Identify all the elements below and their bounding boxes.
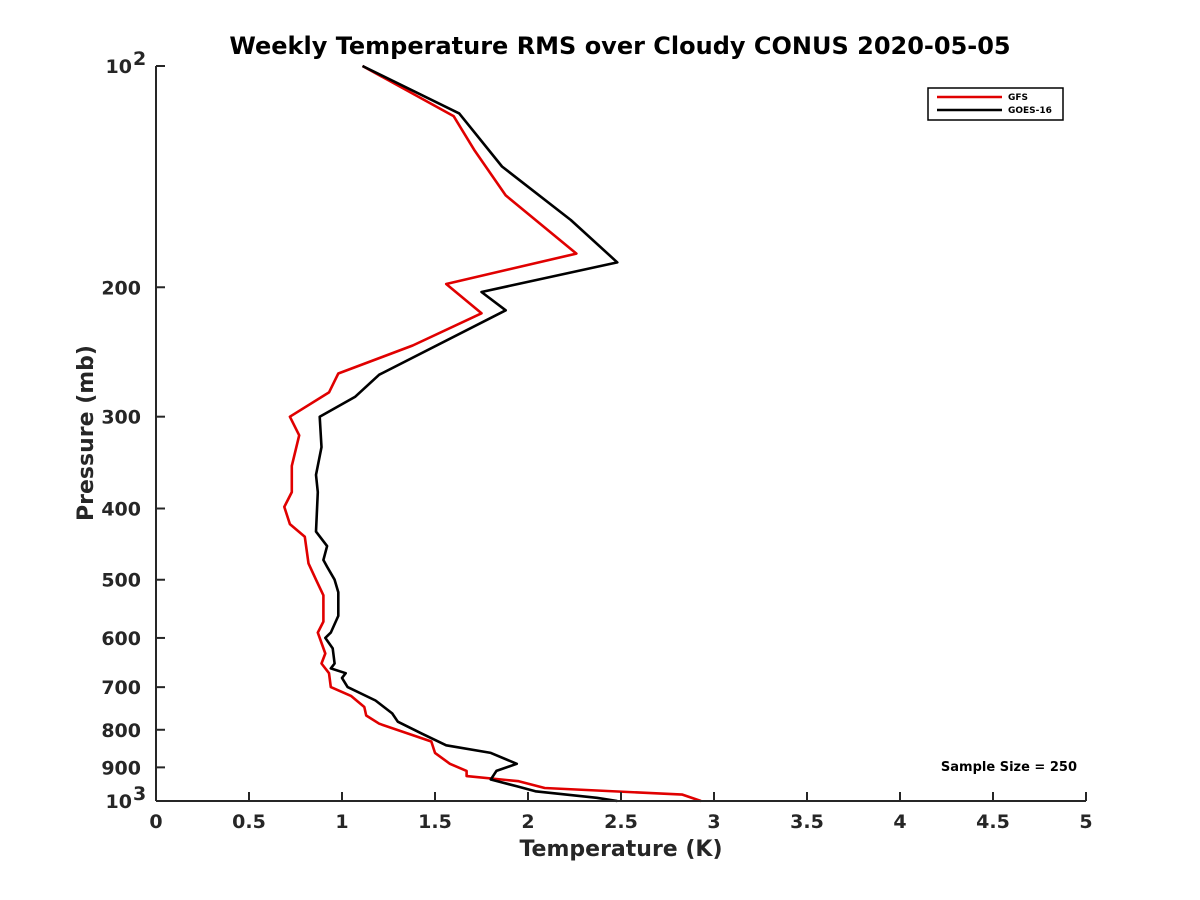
y-tick-label: 10 [106,56,132,78]
y-tick-label: 400 [101,499,141,521]
y-tick-exponent: 2 [133,48,146,70]
y-tick-label: 300 [101,407,141,429]
y-tick-label: 600 [101,628,141,650]
y-tick-exponent: 3 [133,783,146,805]
legend-label-goes16: GOES-16 [1008,106,1052,116]
sample-size-annotation: Sample Size = 250 [941,760,1077,775]
series-line-goes16 [314,64,619,803]
y-tick-label: 900 [101,757,141,779]
x-tick-label: 3 [707,811,720,833]
y-tick-label: 500 [101,570,141,592]
x-ticks: 0 0.5 1 1.5 2 2.5 3 3.5 4 4.5 5 [149,792,1093,833]
x-tick-label: 0 [149,811,162,833]
x-tick-label: 2 [521,811,534,833]
x-tick-label: 1.5 [418,811,452,833]
legend: GFS GOES-16 [927,87,1064,121]
legend-label-gfs: GFS [1008,93,1028,103]
series-line-gfs [282,64,702,803]
legend-box [927,87,1064,121]
x-axis-label: Temperature (K) [519,837,722,862]
x-tick-label: 4 [893,811,906,833]
plot-lines [282,64,702,803]
x-tick-label: 0.5 [232,811,266,833]
x-tick-label: 1 [335,811,348,833]
chart-title: Weekly Temperature RMS over Cloudy CONUS… [229,32,1010,60]
x-tick-label: 4.5 [976,811,1010,833]
y-tick-label: 700 [101,677,141,699]
y-tick-label: 10 [106,791,132,813]
y-axis-label: Pressure (mb) [74,345,99,521]
x-tick-label: 2.5 [604,811,638,833]
y-tick-label: 200 [101,277,141,299]
x-tick-label: 5 [1079,811,1092,833]
y-tick-label: 800 [101,720,141,742]
x-tick-label: 3.5 [790,811,824,833]
